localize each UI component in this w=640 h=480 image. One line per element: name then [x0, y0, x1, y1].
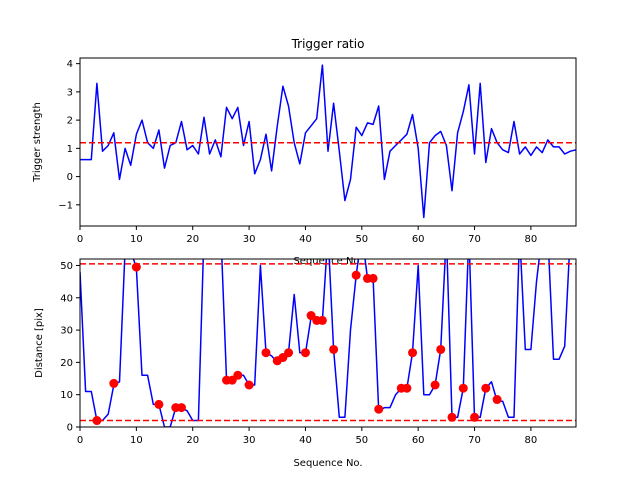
top-y-tick-label: 0: [67, 172, 73, 183]
bottom-marker-point: [300, 348, 310, 358]
bottom-marker-point: [244, 380, 254, 390]
bottom-x-tick-label: 70: [468, 435, 481, 446]
bottom-marker-point: [131, 262, 141, 272]
top-y-axis-label: Trigger strength: [32, 102, 43, 183]
bottom-y-tick-label: 20: [60, 358, 73, 369]
bottom-marker-point: [430, 380, 440, 390]
bottom-y-tick-label: 50: [60, 261, 73, 272]
top-x-tick-label: 60: [412, 234, 425, 245]
top-y-tick-label: 3: [67, 87, 73, 98]
top-x-tick-label: 70: [468, 234, 481, 245]
bottom-axes: 0 10 20 30 40 50 60 70 80 0 10 20 30 40 50: [60, 261, 537, 446]
bottom-marker-point: [402, 383, 412, 393]
bottom-x-tick-label: 30: [243, 435, 256, 446]
bottom-marker-point: [492, 395, 502, 405]
bottom-marker-point: [458, 383, 468, 393]
bottom-marker-point: [261, 348, 271, 358]
top-y-tick-label: 2: [67, 116, 73, 127]
bottom-marker-point: [329, 344, 339, 354]
bottom-y-tick-label: 40: [60, 293, 73, 304]
top-axes-frame: [79, 57, 577, 227]
bottom-marker-point: [109, 378, 119, 388]
bottom-x-tick-label: 0: [77, 435, 83, 446]
bottom-y-tick-label: 30: [60, 326, 73, 337]
bottom-x-axis-label: Sequence No.: [293, 458, 362, 469]
top-x-tick-label: 10: [130, 234, 143, 245]
bottom-marker-point: [317, 315, 327, 325]
chart-title: Trigger ratio: [291, 37, 365, 51]
top-y-tick-label: 1: [67, 144, 73, 155]
top-x-tick-label: 30: [243, 234, 256, 245]
subplot-trigger-ratio: Trigger ratio 0 10 20 30 40 50 60 70 80 −1 0 1 2 3 4 S…: [32, 37, 577, 267]
bottom-marker-point: [470, 412, 480, 422]
bottom-marker-point: [92, 416, 102, 426]
bottom-series-line-0: [80, 259, 570, 427]
bottom-x-tick-label: 40: [299, 435, 312, 446]
top-x-tick-label: 80: [525, 234, 538, 245]
bottom-marker-point: [351, 270, 361, 280]
top-x-axis-label: Sequence No.: [293, 256, 362, 267]
bottom-x-tick-label: 20: [186, 435, 199, 446]
top-y-tick-label: 4: [67, 59, 73, 70]
top-plot-area: [80, 64, 576, 219]
top-x-tick-label: 20: [186, 234, 199, 245]
top-axes: 0 10 20 30 40 50 60 70 80 −1 0 1 2 3 4: [58, 59, 537, 245]
bottom-x-tick-label: 80: [525, 435, 538, 446]
subplot-distance: 0 10 20 30 40 50 60 70 80 0 10 20 30 40 50 Sequence No…: [34, 258, 577, 469]
bottom-marker-point: [368, 273, 378, 283]
bottom-marker-point: [154, 399, 164, 409]
top-y-tick-label: −1: [58, 200, 73, 211]
bottom-marker-point: [284, 348, 294, 358]
bottom-plot-area: [80, 259, 576, 427]
top-x-tick-label: 50: [355, 234, 368, 245]
bottom-y-tick-label: 0: [67, 423, 73, 434]
top-x-tick-label: 0: [77, 234, 83, 245]
bottom-y-axis-label: Distance [pix]: [34, 308, 45, 378]
top-series-line-0: [80, 64, 576, 219]
bottom-y-tick-label: 10: [60, 390, 73, 401]
top-x-tick-label: 40: [299, 234, 312, 245]
bottom-axes-frame: [79, 258, 577, 428]
bottom-marker-point: [481, 383, 491, 393]
bottom-marker-point: [374, 404, 384, 414]
bottom-marker-point: [436, 344, 446, 354]
bottom-x-tick-label: 60: [412, 435, 425, 446]
bottom-marker-point: [447, 412, 457, 422]
bottom-marker-point: [408, 348, 418, 358]
bottom-x-tick-label: 10: [130, 435, 143, 446]
bottom-x-tick-label: 50: [355, 435, 368, 446]
bottom-marker-point: [233, 370, 243, 380]
bottom-marker-point: [176, 403, 186, 413]
